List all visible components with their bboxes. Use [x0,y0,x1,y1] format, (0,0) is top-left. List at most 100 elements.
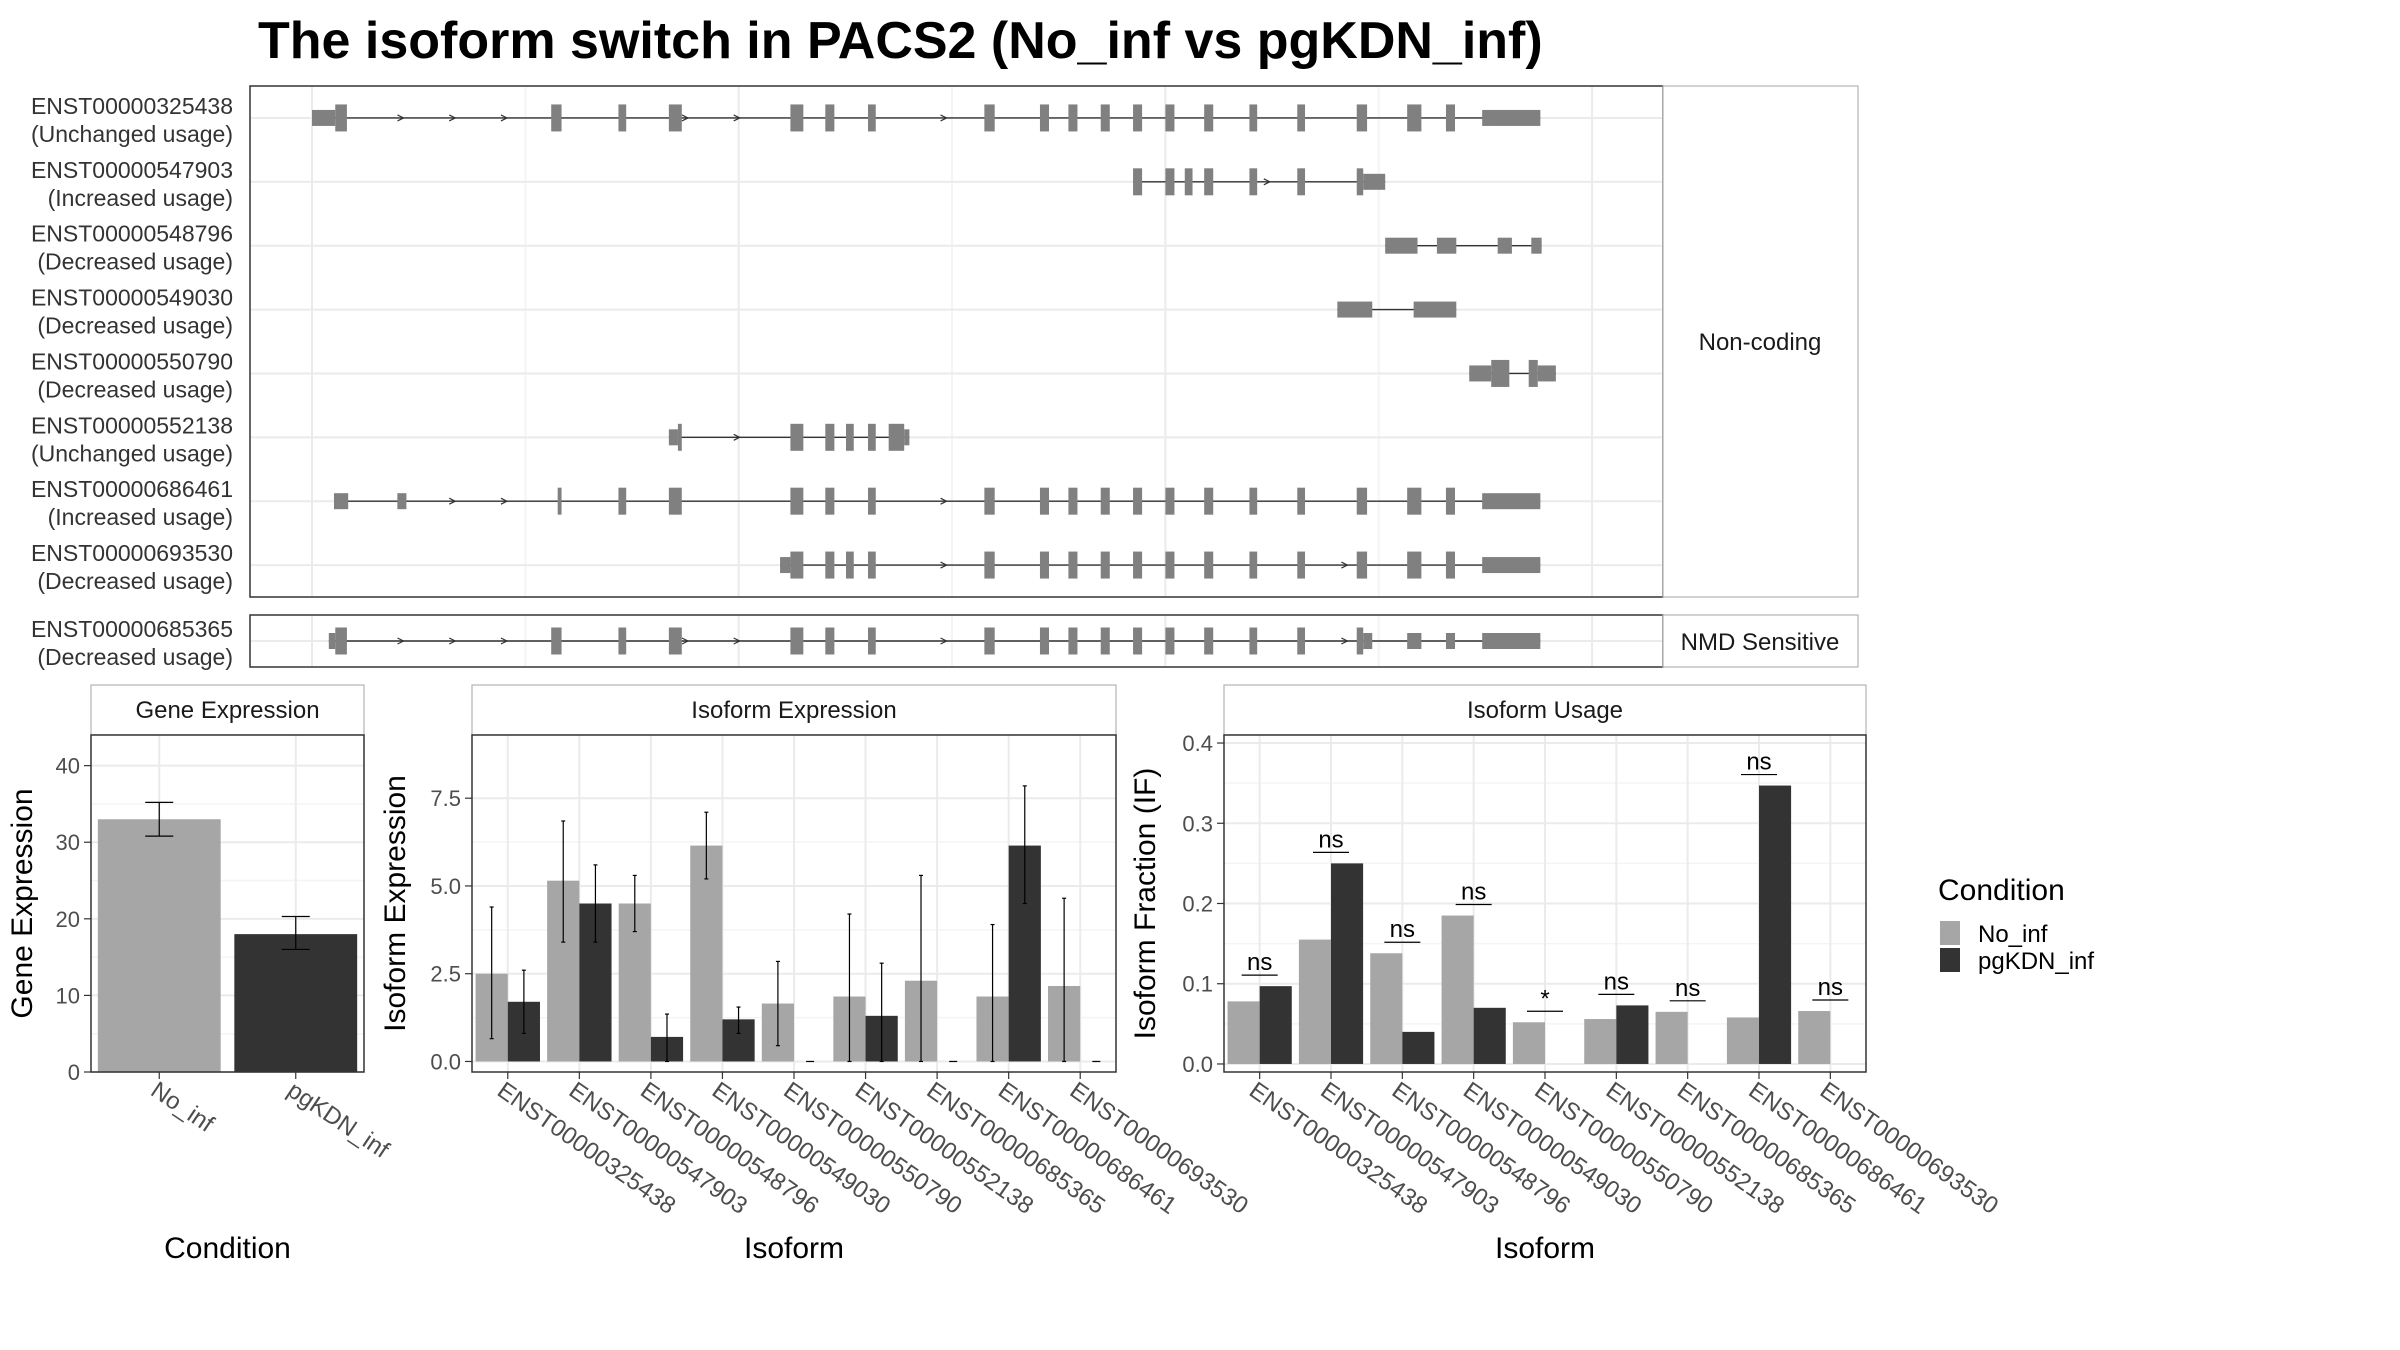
bar [1227,1001,1260,1064]
coding-exon [551,627,562,655]
coding-exon [1165,487,1175,515]
bar [1798,1011,1831,1064]
strand-arrow [681,637,690,645]
coding-exon [1249,168,1258,196]
isoform-usage-chart: Isoform Usage 0.0 0.1 0.2 0.3 0.4 ns ns ns ns * ns n… [1129,684,2003,1265]
transcript-track: ENST00000550790(Decreased usage) [31,348,1556,402]
bar [1726,1017,1759,1064]
noncoding-strip [1662,85,1859,598]
coding-exon [1133,487,1143,515]
transcript-usage-label: (Increased usage) [48,504,233,530]
coding-exon [790,104,804,132]
panel-border [90,734,365,1073]
coding-exon [1133,551,1143,579]
utr-exon [1482,557,1493,574]
coding-exon [1249,551,1258,579]
transcript-id-label: ENST00000550790 [31,348,233,374]
transcript-track: ENST00000548796(Decreased usage) [31,221,1542,275]
y-tick-label: 0.0 [1182,1052,1213,1077]
coding-exon [867,487,876,515]
coding-exon [1068,551,1078,579]
coding-exon [557,487,562,515]
coding-exon [1491,359,1510,387]
gene-expression-chart: Gene Expression 0 10 20 30 40 No_inf pgKDN_inf C… [6,684,394,1265]
utr-exon [1363,633,1373,649]
coding-exon [1528,359,1538,387]
strand-arrow [500,114,509,122]
transcript-id-label: ENST00000548796 [31,221,233,247]
y-tick-label: 10 [56,983,80,1008]
transcript-id-label: ENST00000685365 [31,616,233,642]
bar [1473,1007,1506,1064]
significance-label: ns [1675,975,1700,1002]
coding-exon [1249,104,1258,132]
coding-exon [1297,487,1306,515]
noncoding-panel [249,85,1664,598]
strand-arrow [1341,561,1349,569]
nmd-strip-label: NMD Sensitive [1681,629,1840,656]
coding-exon [677,423,682,451]
coding-exon [1356,104,1368,132]
panel-strip-title: Isoform Expression [691,697,896,724]
coding-exon [825,487,835,515]
y-tick-label: 0.4 [1182,731,1213,756]
coding-exon [1407,551,1422,579]
significance-label: ns [1318,826,1343,853]
coding-exon [825,423,835,451]
nmd-strip [1662,614,1859,668]
coding-exon [984,627,995,655]
bar [234,934,358,1072]
legend: Condition No_inf pgKDN_inf [1938,874,2094,975]
transcript-track: ENST00000693530(Decreased usage) [31,540,1541,594]
panel-strip [1223,684,1867,736]
x-axis-title: Isoform [744,1232,844,1265]
utr-exon [312,109,336,126]
coding-exon [1249,487,1258,515]
bar [1441,915,1474,1064]
coding-exon [1445,104,1456,132]
bar [97,819,221,1072]
significance-label: ns [1247,949,1272,976]
utr-exon [1413,301,1457,318]
transcript-track: ENST00000549030(Decreased usage) [31,285,1457,339]
utr-exon [1492,109,1541,126]
coding-exon [984,551,995,579]
coding-exon [1039,627,1050,655]
nmd-transcripts: ENST00000685365(Decreased usage) [31,616,1541,670]
noncoding-transcripts: ENST00000325438(Unchanged usage)ENST0000… [31,93,1556,594]
strand-arrow [500,637,509,645]
legend-swatch-no-inf [1940,921,1960,945]
coding-exon [790,423,804,451]
coding-exon [1039,104,1050,132]
coding-exon [1356,168,1364,196]
coding-exon [335,627,347,655]
coding-exon [1165,168,1175,196]
transcript-usage-label: (Decreased usage) [37,644,233,670]
x-tick-label: No_inf [146,1077,219,1138]
transcript-id-label: ENST00000547903 [31,157,233,183]
y-tick-label: 40 [56,754,80,779]
utr-exon [1337,301,1373,318]
x-axis-title: Condition [164,1232,291,1265]
strand-arrow [733,637,742,645]
utr-exon [668,429,678,446]
utr-exon [333,493,349,510]
y-axis-title: Gene Expression [6,788,39,1018]
y-tick-label: 0 [68,1060,80,1085]
coding-exon [867,104,876,132]
significance-label: ns [1390,916,1415,943]
utr-exon [1492,493,1541,510]
utr-exon [1482,493,1493,510]
transcript-id-label: ENST00000693530 [31,540,233,566]
bar [1402,1031,1435,1064]
coding-exon [1068,104,1078,132]
x-axis-title: Isoform [1495,1232,1595,1265]
strand-arrow [733,433,742,441]
coding-exon [618,627,627,655]
coding-exon [790,627,804,655]
coding-exon [1068,627,1078,655]
transcript-usage-label: (Increased usage) [48,185,233,211]
coding-exon [1039,487,1050,515]
strand-arrow [1263,178,1272,186]
